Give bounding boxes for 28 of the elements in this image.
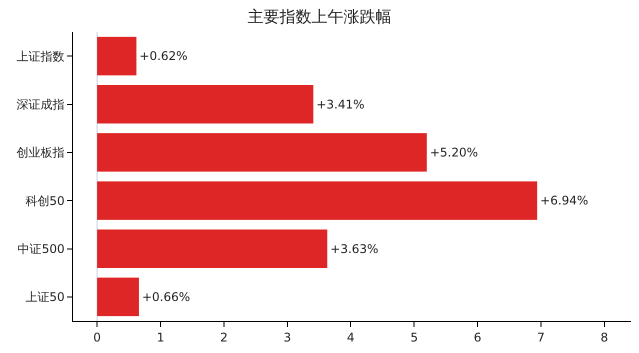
x-tick-label: 6 [474,330,482,344]
bar [97,278,139,316]
x-tick-label: 5 [410,330,418,344]
x-tick-label: 1 [156,330,164,344]
x-tick-label: 3 [284,330,292,344]
chart-title: 主要指数上午涨跌幅 [248,6,392,26]
data-label: +0.62% [139,49,188,64]
x-tick-label: 7 [537,330,545,344]
y-tick-label: 中证500 [18,242,65,256]
y-tick-label: 上证50 [25,290,65,304]
data-label: +0.66% [142,290,190,304]
x-tick-label: 4 [346,330,355,344]
data-label: +5.20% [430,145,478,160]
bar [97,181,538,220]
x-tick-label: 0 [93,330,101,344]
y-tick-label: 科创50 [25,194,65,208]
y-tick-label: 上证指数 [16,49,65,64]
bar [97,229,328,268]
y-tick-label: 深证成指 [16,97,65,112]
x-tick-label: 8 [600,330,608,344]
data-label: +3.63% [330,242,378,256]
data-label: +3.41% [316,97,365,112]
bar [97,36,136,76]
data-label: +6.94% [540,194,588,208]
bar [97,133,427,172]
y-tick-label: 创业板指 [16,146,65,160]
x-tick-label: 2 [220,330,228,344]
bar [97,84,314,124]
